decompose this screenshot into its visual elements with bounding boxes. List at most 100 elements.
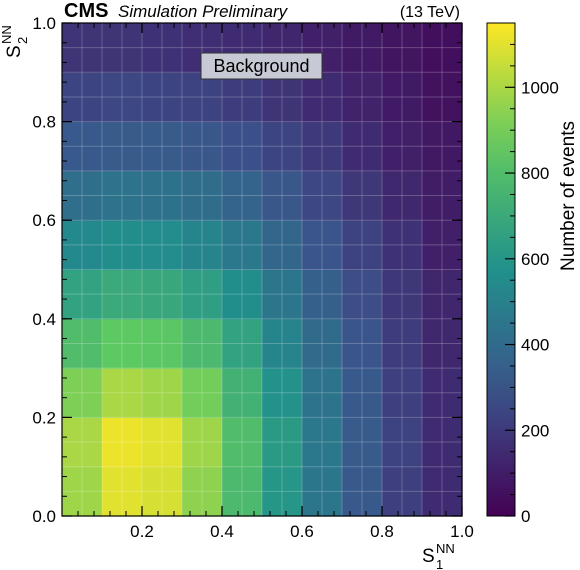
heatmap-cell [302, 121, 343, 172]
x-axis-ticks: 0.2 0.4 0.6 0.8 1.0 [77, 23, 474, 541]
heatmap-cell [102, 466, 143, 517]
heatmap-cell [142, 269, 183, 320]
heatmap-cell [142, 23, 183, 73]
heatmap-cell [422, 318, 463, 369]
heatmap-cell [262, 220, 303, 271]
x-tick-label: 0.8 [370, 522, 394, 541]
heatmap-cell [302, 72, 343, 123]
heatmap-cell [302, 170, 343, 221]
heatmap-cell [102, 318, 143, 369]
heatmap-cell [422, 23, 463, 73]
heatmap-cell [342, 72, 383, 123]
heatmap-cell [382, 72, 423, 123]
heatmap-cell [102, 72, 143, 123]
heatmap-cell [102, 23, 143, 73]
y-tick-label: 0.4 [32, 310, 56, 329]
y-axis-label-sub: 2 [15, 37, 30, 44]
heatmap-cell [182, 417, 223, 468]
heatmap-cell [62, 23, 103, 73]
heatmap-cell [222, 368, 263, 418]
y-axis-label: S 2 NN [0, 25, 30, 58]
colorbar-tick-label: 800 [521, 164, 549, 183]
heatmap-cell [142, 72, 183, 123]
heatmap-cell [342, 368, 383, 418]
heatmap-cell [222, 466, 263, 517]
x-tick-label: 1.0 [450, 522, 474, 541]
y-tick-label: 0.8 [32, 113, 56, 132]
heatmap-cell [102, 170, 143, 221]
heatmap-cell [422, 220, 463, 271]
heatmap-cell [342, 23, 383, 73]
heatmap-cell [302, 466, 343, 517]
heatmap-cell [382, 269, 423, 320]
heatmap-cell [382, 170, 423, 221]
heatmap-cell [302, 318, 343, 369]
x-axis-label-base: S [422, 546, 435, 567]
heatmap-cell [182, 466, 223, 517]
heatmap-cell [422, 269, 463, 320]
heatmap-cell [262, 318, 303, 369]
heatmap-cell [342, 269, 383, 320]
heatmap-cell [262, 269, 303, 320]
heatmap-cell [222, 121, 263, 172]
y-axis-ticks: 0.0 0.2 0.4 0.6 0.8 1.0 [32, 14, 462, 526]
heatmap-cell [262, 72, 303, 123]
heatmap-cell [102, 220, 143, 271]
heatmap-cell [222, 417, 263, 468]
annotation-box [200, 52, 323, 80]
heatmap-cell [142, 170, 183, 221]
heatmap-cell [142, 417, 183, 468]
heatmap-cell [62, 368, 103, 418]
heatmap-cell [382, 466, 423, 517]
x-axis-label-sub: 1 [436, 557, 443, 570]
heatmap-cell [142, 466, 183, 517]
heatmap-cell [142, 368, 183, 418]
heatmap-cell [102, 417, 143, 468]
colorbar-tick-label: 0 [521, 507, 530, 526]
x-axis-label-sup: NN [436, 541, 455, 556]
colorbar-ticks: 0 200 400 600 800 1000 [505, 43, 559, 526]
heatmap-cell [182, 72, 223, 123]
heatmap-cell [102, 121, 143, 172]
heatmap-cell [62, 220, 103, 271]
heatmap-cell [62, 269, 103, 320]
grid-lines [62, 23, 462, 516]
heatmap-cell [222, 170, 263, 221]
colorbar-label: Number of events [558, 121, 579, 271]
y-tick-label: 1.0 [32, 14, 56, 33]
heatmap-cell [182, 220, 223, 271]
heatmap-cell [342, 220, 383, 271]
heatmap-cells [62, 23, 463, 517]
x-axis-label: S 1 NN [422, 541, 455, 570]
x-tick-label: 0.4 [210, 522, 234, 541]
heatmap-cell [182, 170, 223, 221]
heatmap-cell [102, 269, 143, 320]
heatmap-cell [182, 368, 223, 418]
heatmap-cell [62, 417, 103, 468]
heatmap-cell [422, 417, 463, 468]
heatmap-cell [342, 121, 383, 172]
heatmap-cell [222, 318, 263, 369]
heatmap-cell [382, 368, 423, 418]
heatmap-cell [62, 170, 103, 221]
simulation-label: Simulation Preliminary [118, 2, 289, 21]
heatmap-cell [342, 466, 383, 517]
colorbar-tick-label: 400 [521, 336, 549, 355]
heatmap-cell [382, 23, 423, 73]
heatmap-cell [222, 220, 263, 271]
heatmap-cell [142, 121, 183, 172]
heatmap-cell [62, 466, 103, 517]
heatmap-cell [382, 121, 423, 172]
heatmap-cell [382, 220, 423, 271]
y-tick-label: 0.2 [32, 408, 56, 427]
annotation-label: Background [213, 56, 309, 76]
heatmap-cell [262, 417, 303, 468]
heatmap-cell [422, 466, 463, 517]
heatmap-cell [302, 417, 343, 468]
heatmap-cell [62, 72, 103, 123]
heatmap-cell [422, 72, 463, 123]
heatmap-cell [102, 368, 143, 418]
energy-label: (13 TeV) [400, 4, 460, 21]
heatmap-cell [182, 318, 223, 369]
heatmap-cell [262, 368, 303, 418]
